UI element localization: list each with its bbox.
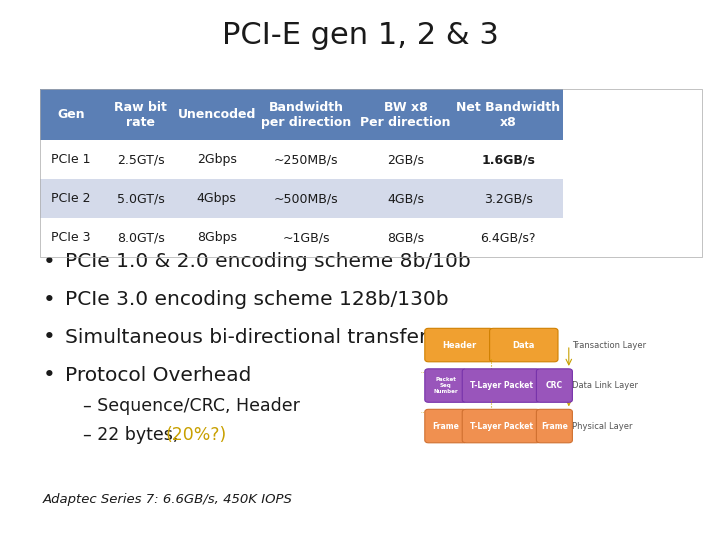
Text: 2Gbps: 2Gbps xyxy=(197,153,237,166)
Bar xyxy=(40,89,702,257)
Text: 8Gbps: 8Gbps xyxy=(197,231,237,244)
Text: – 22 bytes,: – 22 bytes, xyxy=(83,426,184,444)
Bar xyxy=(179,179,255,218)
Text: PCIe 2: PCIe 2 xyxy=(51,192,91,205)
Bar xyxy=(40,218,102,257)
Text: 6.4GB/s?: 6.4GB/s? xyxy=(480,231,536,244)
Bar xyxy=(255,140,358,179)
Bar xyxy=(102,140,179,179)
Text: •: • xyxy=(43,327,56,348)
FancyBboxPatch shape xyxy=(536,409,572,443)
FancyBboxPatch shape xyxy=(462,369,540,402)
Bar xyxy=(255,179,358,218)
Text: PCI-E gen 1, 2 & 3: PCI-E gen 1, 2 & 3 xyxy=(222,21,498,50)
Bar xyxy=(102,179,179,218)
Bar xyxy=(454,218,563,257)
Text: T-Layer Packet: T-Layer Packet xyxy=(469,422,533,430)
Text: 1.6GB/s: 1.6GB/s xyxy=(481,153,535,166)
Text: CRC: CRC xyxy=(546,381,563,390)
Text: Bandwidth
per direction: Bandwidth per direction xyxy=(261,101,351,129)
Bar xyxy=(358,140,454,179)
Text: ~500MB/s: ~500MB/s xyxy=(274,192,338,205)
Text: 4Gbps: 4Gbps xyxy=(197,192,237,205)
Text: Gen: Gen xyxy=(58,108,85,122)
Text: 3.2GB/s: 3.2GB/s xyxy=(484,192,533,205)
Bar xyxy=(255,89,358,140)
Bar xyxy=(358,179,454,218)
Text: T-Layer Packet: T-Layer Packet xyxy=(469,381,533,390)
Text: Data: Data xyxy=(513,341,535,349)
Text: PCIe 3.0 encoding scheme 128b/130b: PCIe 3.0 encoding scheme 128b/130b xyxy=(65,290,449,309)
Text: (20%?): (20%?) xyxy=(166,426,227,444)
Text: Unencoded: Unencoded xyxy=(178,108,256,122)
Bar xyxy=(40,89,102,140)
Text: Frame: Frame xyxy=(432,422,459,430)
Text: •: • xyxy=(43,289,56,310)
Text: Data Link Layer: Data Link Layer xyxy=(572,381,639,390)
Text: 8.0GT/s: 8.0GT/s xyxy=(117,231,164,244)
Text: PCIe 1.0 & 2.0 encoding scheme 8b/10b: PCIe 1.0 & 2.0 encoding scheme 8b/10b xyxy=(65,252,471,272)
Text: 4GB/s: 4GB/s xyxy=(387,192,424,205)
Text: PCIe 3: PCIe 3 xyxy=(51,231,91,244)
Bar xyxy=(179,218,255,257)
FancyBboxPatch shape xyxy=(425,328,493,362)
Text: Raw bit
rate: Raw bit rate xyxy=(114,101,167,129)
Text: Transaction Layer: Transaction Layer xyxy=(572,341,647,349)
Bar xyxy=(179,89,255,140)
Bar xyxy=(255,218,358,257)
Bar xyxy=(454,140,563,179)
Text: 2GB/s: 2GB/s xyxy=(387,153,424,166)
Text: 8GB/s: 8GB/s xyxy=(387,231,424,244)
Text: Adaptec Series 7: 6.6GB/s, 450K IOPS: Adaptec Series 7: 6.6GB/s, 450K IOPS xyxy=(43,493,293,506)
Text: Packet
Seq
Number: Packet Seq Number xyxy=(433,377,458,394)
FancyBboxPatch shape xyxy=(462,409,540,443)
FancyBboxPatch shape xyxy=(425,409,467,443)
Bar xyxy=(454,179,563,218)
FancyBboxPatch shape xyxy=(490,328,558,362)
Text: Simultaneous bi-directional transfer: Simultaneous bi-directional transfer xyxy=(65,328,427,347)
Text: 2.5GT/s: 2.5GT/s xyxy=(117,153,164,166)
Bar xyxy=(454,89,563,140)
Text: •: • xyxy=(43,365,56,386)
Text: Net Bandwidth
x8: Net Bandwidth x8 xyxy=(456,101,560,129)
Text: – Sequence/CRC, Header: – Sequence/CRC, Header xyxy=(83,397,300,415)
Text: ~250MB/s: ~250MB/s xyxy=(274,153,338,166)
Text: Physical Layer: Physical Layer xyxy=(572,422,633,430)
FancyBboxPatch shape xyxy=(536,369,572,402)
Text: 5.0GT/s: 5.0GT/s xyxy=(117,192,164,205)
Text: Protocol Overhead: Protocol Overhead xyxy=(65,366,251,385)
Bar xyxy=(102,89,179,140)
Bar xyxy=(358,89,454,140)
Text: BW x8
Per direction: BW x8 Per direction xyxy=(360,101,451,129)
Bar xyxy=(358,218,454,257)
Text: Header: Header xyxy=(442,341,476,349)
Bar xyxy=(40,179,102,218)
Bar xyxy=(179,140,255,179)
FancyBboxPatch shape xyxy=(425,369,467,402)
Bar xyxy=(40,140,102,179)
Text: PCIe 1: PCIe 1 xyxy=(51,153,91,166)
Bar xyxy=(102,218,179,257)
Text: Frame: Frame xyxy=(541,422,568,430)
Text: •: • xyxy=(43,252,56,272)
Text: ~1GB/s: ~1GB/s xyxy=(282,231,330,244)
